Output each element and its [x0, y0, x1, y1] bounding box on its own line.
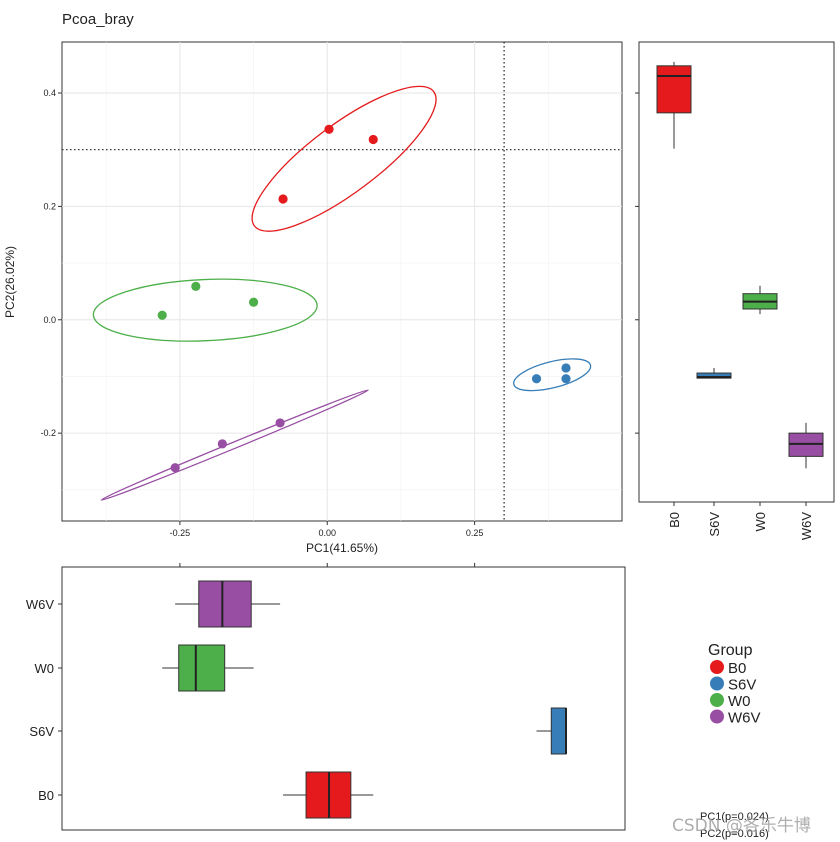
y-tick-label: 0.2	[43, 201, 56, 211]
pc1-box-w0	[178, 644, 226, 692]
reference-lines	[62, 42, 622, 521]
pc1-category-label: B0	[38, 788, 54, 803]
scatter-grid	[62, 42, 622, 521]
point-w6v	[217, 439, 227, 449]
point-s6v	[561, 363, 571, 373]
point-w6v	[275, 418, 285, 428]
ellipse-b0	[251, 85, 437, 232]
legend-title: Group	[708, 642, 753, 659]
x-tick-label: -0.25	[170, 528, 191, 538]
point-s6v	[531, 374, 542, 384]
pc2-pvalue: PC2(p=0.016)	[700, 828, 769, 840]
pc2-category-label: W6V	[799, 512, 814, 541]
x-axis-label: PC1(41.65%)	[306, 541, 378, 555]
pc2-box-s6v	[696, 372, 732, 379]
x-axis-ticks: -0.25 0.00 0.25	[170, 521, 484, 538]
legend-swatch-w6v	[710, 709, 724, 724]
legend-swatch-w0	[710, 693, 724, 707]
pc1-pvalue: PC1(p=0.024)	[700, 811, 769, 823]
point-w6v	[170, 463, 180, 473]
confidence-ellipses	[92, 85, 592, 501]
pc1-category-label: W6V	[26, 597, 55, 612]
ellipse-w0	[92, 278, 318, 342]
pc2-boxplot-panel: B0 S6V W0 W6V	[635, 41, 835, 541]
x-tick-label: 0.25	[466, 528, 484, 538]
legend-swatch-s6v	[710, 676, 724, 691]
pc2-boxes	[656, 61, 824, 469]
pc1-box-w6v	[198, 580, 252, 628]
pc1-boxes	[162, 580, 567, 819]
y-tick-label: -0.2	[40, 428, 56, 438]
scatter-panel-border	[61, 41, 623, 522]
pc2-category-label: W0	[753, 512, 768, 532]
legend-swatch-b0	[710, 660, 724, 674]
legend-label-s6v: S6V	[728, 677, 756, 694]
watermark: CSDN @各乐牛博	[672, 816, 811, 836]
pc2-category-label: B0	[667, 512, 682, 528]
pc2-category-label: S6V	[707, 512, 722, 537]
y-tick-label: 0.0	[43, 315, 56, 325]
pc2-category-labels: B0 S6V W0 W6V	[635, 92, 814, 541]
pc2-box-b0	[656, 65, 692, 114]
x-tick-label: 0.00	[318, 528, 336, 538]
point-b0	[324, 124, 334, 134]
point-b0	[368, 134, 378, 145]
pcoa-scatter-panel: -0.25 0.00 0.25 -0.20.00.20.4 PC1(41.65%) …	[3, 41, 623, 555]
y-axis-ticks: -0.2 0.0 0.2 0.4	[40, 88, 62, 438]
point-w0	[157, 310, 167, 320]
sample-points	[157, 124, 571, 473]
point-w0	[191, 281, 201, 291]
y-axis-label: PC2(26.02%)	[3, 246, 17, 318]
point-s6v	[561, 374, 571, 384]
pc2-panel-border	[638, 41, 835, 503]
pc1-category-labels: B0 S6V W0 W6V	[26, 563, 476, 803]
point-b0	[278, 194, 288, 204]
pc1-boxplot-panel: B0 S6V W0 W6V	[26, 563, 626, 831]
legend-label-w0: W0	[728, 693, 751, 710]
y-tick-label: 0.4	[43, 88, 56, 98]
legend-label-w6v: W6V	[728, 710, 761, 727]
chart-title: Pcoa_bray	[62, 11, 134, 28]
legend-label-b0: B0	[728, 660, 746, 677]
ellipse-s6v	[513, 358, 592, 392]
ellipse-w6v	[100, 389, 369, 501]
pc1-category-label: S6V	[29, 724, 54, 739]
point-w0	[248, 297, 259, 307]
pc1-category-label: W0	[35, 661, 55, 676]
pc1-box-s6v	[550, 707, 567, 755]
